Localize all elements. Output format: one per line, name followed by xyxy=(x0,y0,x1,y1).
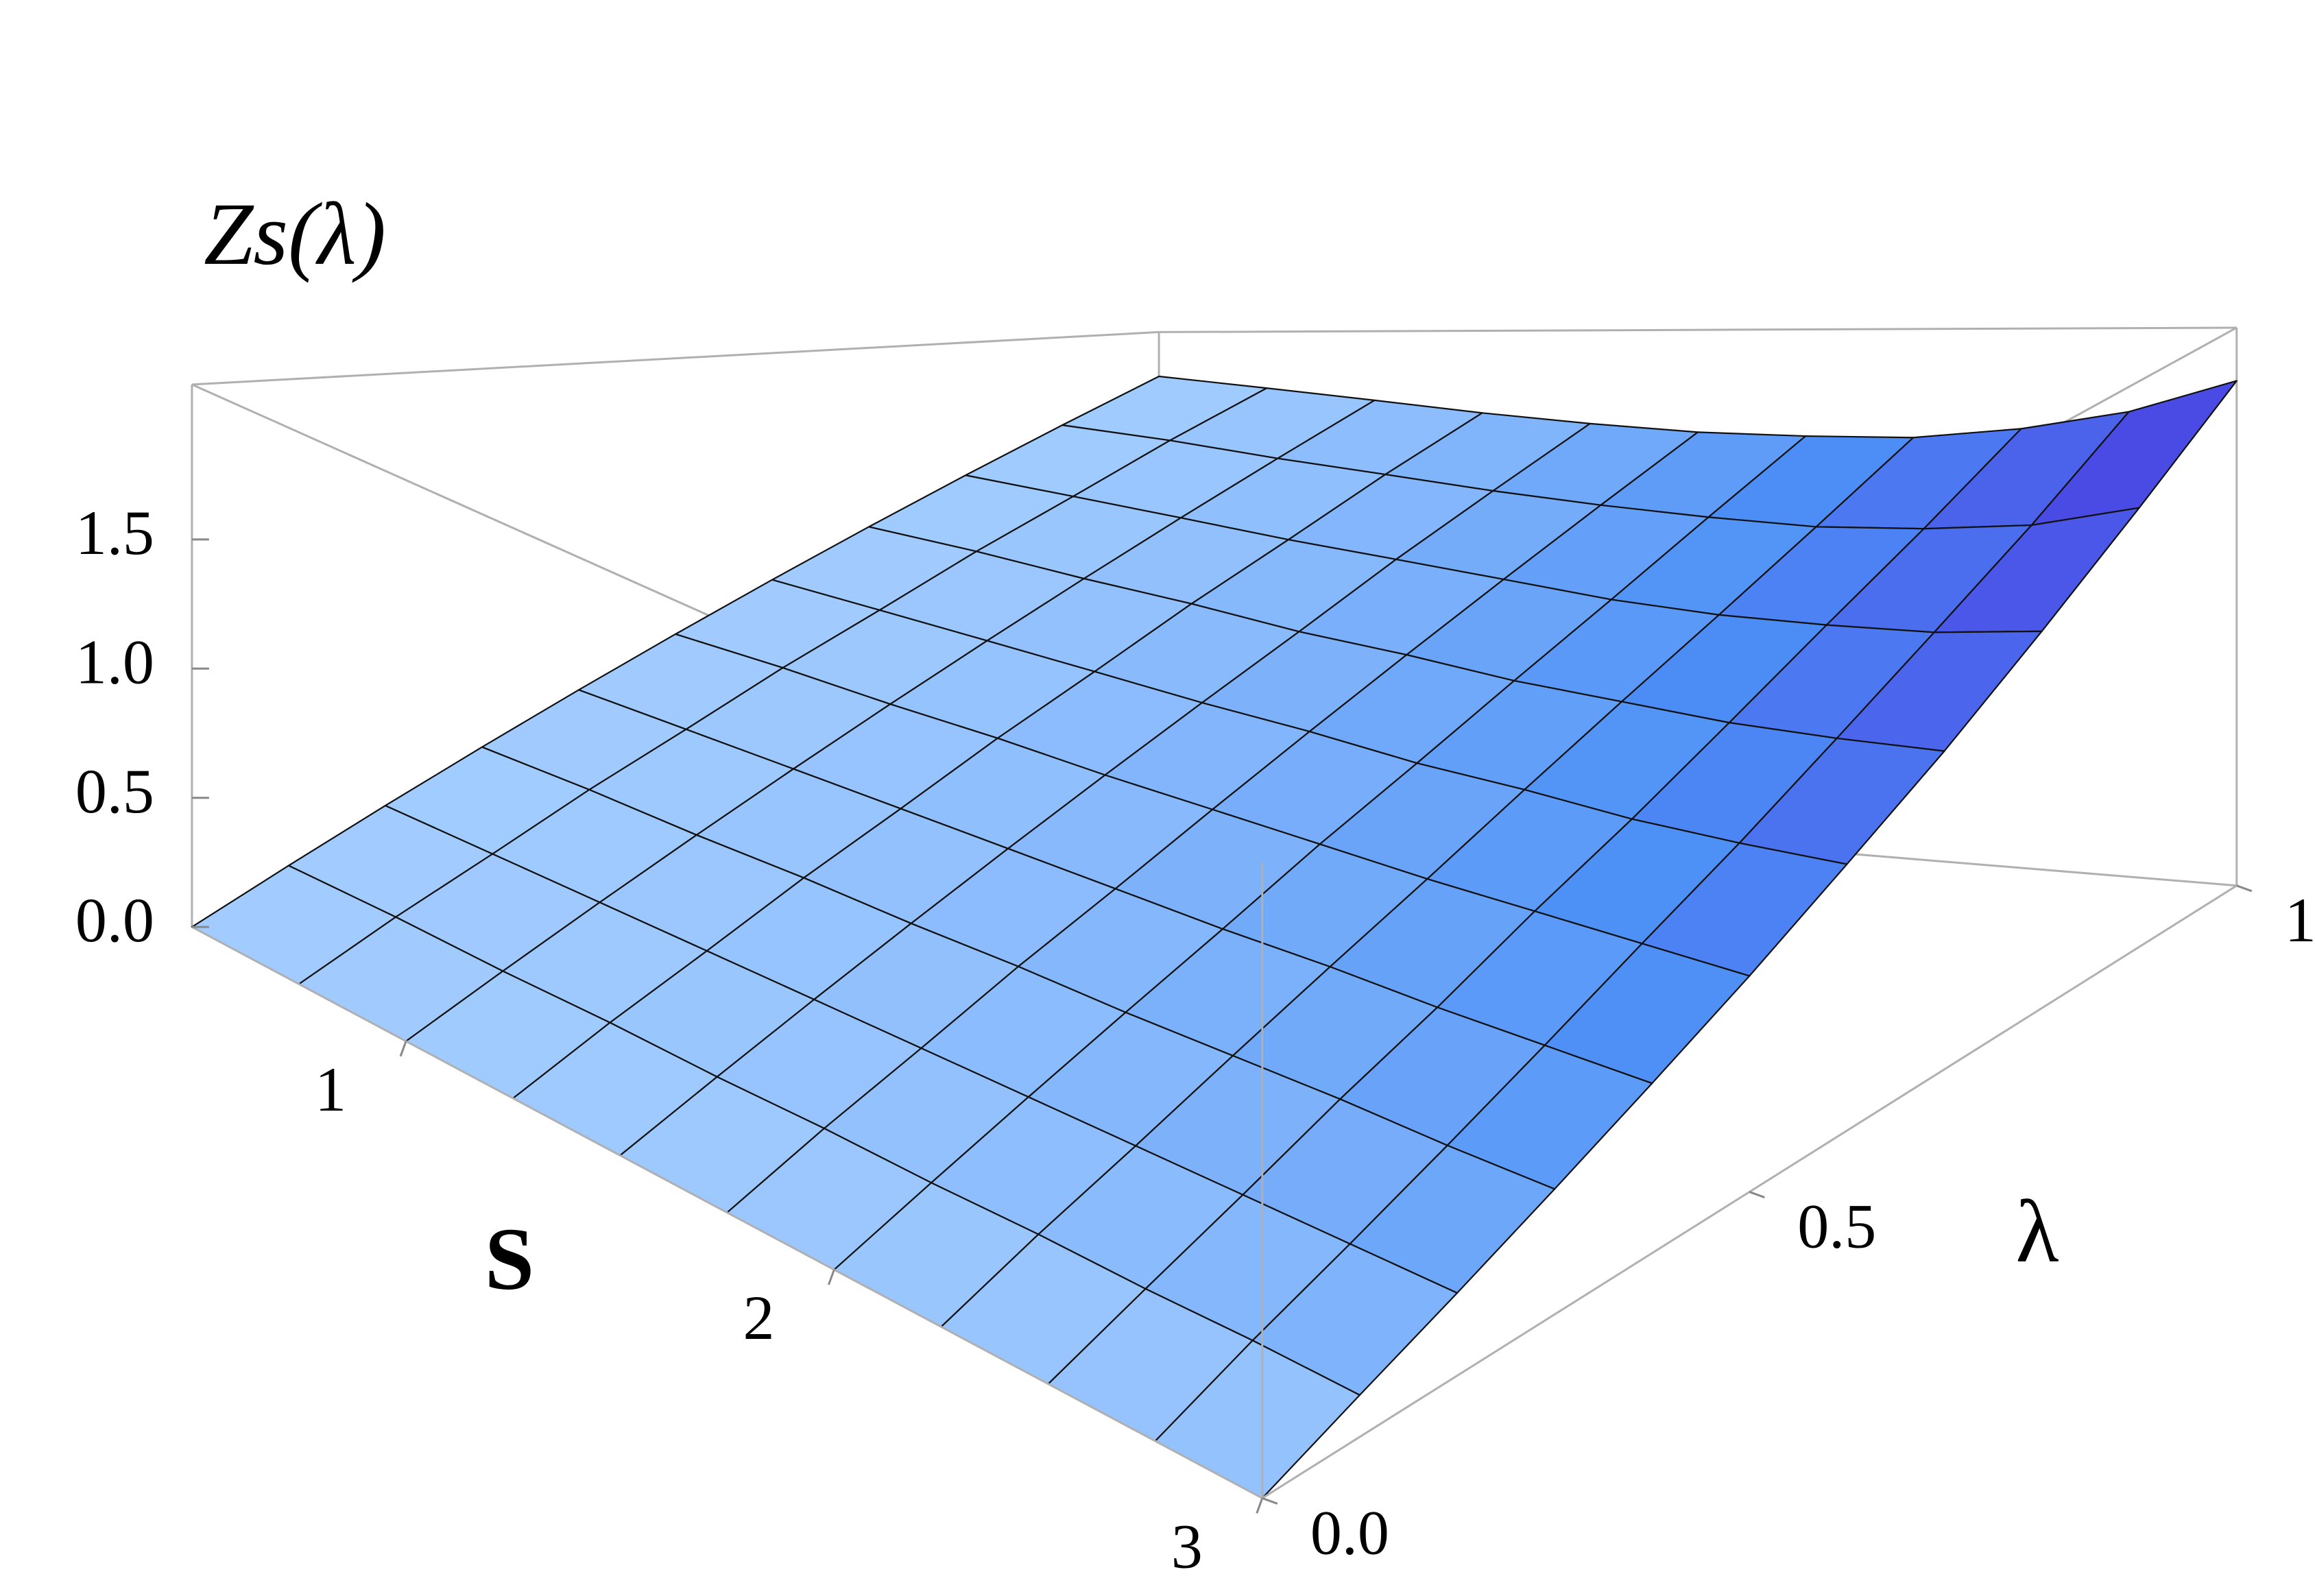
labels: S λ Zs(λ) 0.0 0.5 1.0 1.5 1 2 3 0.0 0.5 1.0 xyxy=(75,185,2315,1582)
y-tick xyxy=(2236,884,2253,893)
y-axis-label: λ xyxy=(2015,1183,2059,1281)
y-tick-label: 0.5 xyxy=(1797,1192,1876,1261)
x-axis-label: S xyxy=(485,1210,534,1309)
z-tick-label: 0.5 xyxy=(75,756,154,826)
z-axis-label: Zs(λ) xyxy=(204,185,386,284)
y-tick xyxy=(1749,1191,1765,1198)
x-tick-label: 2 xyxy=(743,1283,774,1353)
x-tick-label: 1 xyxy=(315,1054,346,1124)
y-tick xyxy=(1262,1497,1278,1505)
y-tick-label: 1.0 xyxy=(2285,885,2315,955)
box-edge xyxy=(1159,326,2237,333)
x-tick xyxy=(828,1269,835,1285)
y-tick-label: 0.0 xyxy=(1310,1497,1389,1567)
z-tick-label: 0.0 xyxy=(75,885,154,955)
z-tick-label: 1.0 xyxy=(75,627,154,697)
x-tick xyxy=(399,1041,407,1057)
box-edge xyxy=(191,330,1160,386)
x-tick xyxy=(1256,1497,1264,1514)
surface xyxy=(191,375,2238,1499)
x-tick-label: 3 xyxy=(1171,1511,1203,1581)
z-tick-label: 1.5 xyxy=(75,498,154,568)
box-edge xyxy=(191,926,1263,1499)
